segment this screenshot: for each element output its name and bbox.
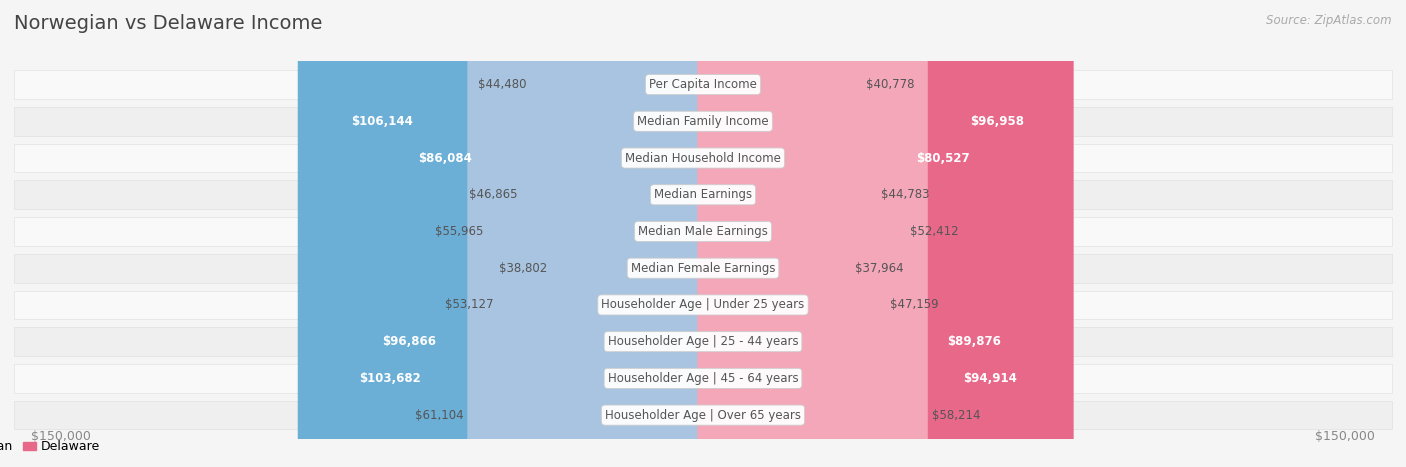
FancyBboxPatch shape	[697, 0, 1066, 467]
FancyBboxPatch shape	[307, 0, 709, 467]
Text: $150,000: $150,000	[1315, 430, 1375, 443]
FancyBboxPatch shape	[551, 0, 709, 467]
Text: $80,527: $80,527	[917, 151, 970, 164]
Text: Householder Age | Over 65 years: Householder Age | Over 65 years	[605, 409, 801, 422]
Text: Householder Age | Under 25 years: Householder Age | Under 25 years	[602, 298, 804, 311]
Text: $55,965: $55,965	[434, 225, 482, 238]
Text: $44,783: $44,783	[882, 188, 929, 201]
FancyBboxPatch shape	[697, 0, 862, 467]
FancyBboxPatch shape	[697, 0, 877, 467]
Text: $89,876: $89,876	[946, 335, 1001, 348]
FancyBboxPatch shape	[697, 0, 905, 467]
Text: $47,159: $47,159	[890, 298, 939, 311]
FancyBboxPatch shape	[697, 0, 852, 467]
Text: Median Female Earnings: Median Female Earnings	[631, 262, 775, 275]
FancyBboxPatch shape	[697, 0, 886, 467]
FancyBboxPatch shape	[498, 0, 709, 467]
FancyBboxPatch shape	[298, 0, 709, 467]
Text: $86,084: $86,084	[418, 151, 471, 164]
Text: $150,000: $150,000	[31, 430, 91, 443]
Bar	[14, 364, 1392, 393]
Text: Median Household Income: Median Household Income	[626, 151, 780, 164]
FancyBboxPatch shape	[333, 0, 709, 467]
Bar	[14, 254, 1392, 283]
Text: Median Male Earnings: Median Male Earnings	[638, 225, 768, 238]
Text: $96,866: $96,866	[382, 335, 436, 348]
Text: Per Capita Income: Per Capita Income	[650, 78, 756, 91]
FancyBboxPatch shape	[697, 0, 1047, 467]
Text: $44,480: $44,480	[478, 78, 526, 91]
Bar	[14, 144, 1392, 172]
Text: $96,958: $96,958	[970, 115, 1024, 128]
FancyBboxPatch shape	[697, 0, 1074, 467]
FancyBboxPatch shape	[697, 0, 928, 467]
Text: $38,802: $38,802	[499, 262, 547, 275]
Text: Median Earnings: Median Earnings	[654, 188, 752, 201]
Text: Source: ZipAtlas.com: Source: ZipAtlas.com	[1267, 14, 1392, 27]
FancyBboxPatch shape	[486, 0, 709, 467]
Bar	[14, 327, 1392, 356]
Text: $58,214: $58,214	[932, 409, 980, 422]
Text: $40,778: $40,778	[866, 78, 914, 91]
Bar	[14, 70, 1392, 99]
Text: $106,144: $106,144	[352, 115, 413, 128]
Text: Norwegian vs Delaware Income: Norwegian vs Delaware Income	[14, 14, 322, 33]
Bar	[14, 401, 1392, 430]
FancyBboxPatch shape	[467, 0, 709, 467]
Text: Householder Age | 45 - 64 years: Householder Age | 45 - 64 years	[607, 372, 799, 385]
Text: $46,865: $46,865	[468, 188, 517, 201]
FancyBboxPatch shape	[373, 0, 709, 467]
Text: $103,682: $103,682	[360, 372, 422, 385]
FancyBboxPatch shape	[520, 0, 709, 467]
Bar	[14, 107, 1392, 135]
Text: $61,104: $61,104	[415, 409, 464, 422]
Text: $53,127: $53,127	[446, 298, 494, 311]
Legend: Norwegian, Delaware: Norwegian, Delaware	[0, 435, 105, 459]
FancyBboxPatch shape	[697, 0, 1012, 467]
Text: Householder Age | 25 - 44 years: Householder Age | 25 - 44 years	[607, 335, 799, 348]
Bar	[14, 290, 1392, 319]
Text: $94,914: $94,914	[963, 372, 1018, 385]
Text: Median Family Income: Median Family Income	[637, 115, 769, 128]
Text: $52,412: $52,412	[910, 225, 959, 238]
Bar	[14, 180, 1392, 209]
Text: $37,964: $37,964	[855, 262, 904, 275]
Bar	[14, 217, 1392, 246]
FancyBboxPatch shape	[530, 0, 709, 467]
